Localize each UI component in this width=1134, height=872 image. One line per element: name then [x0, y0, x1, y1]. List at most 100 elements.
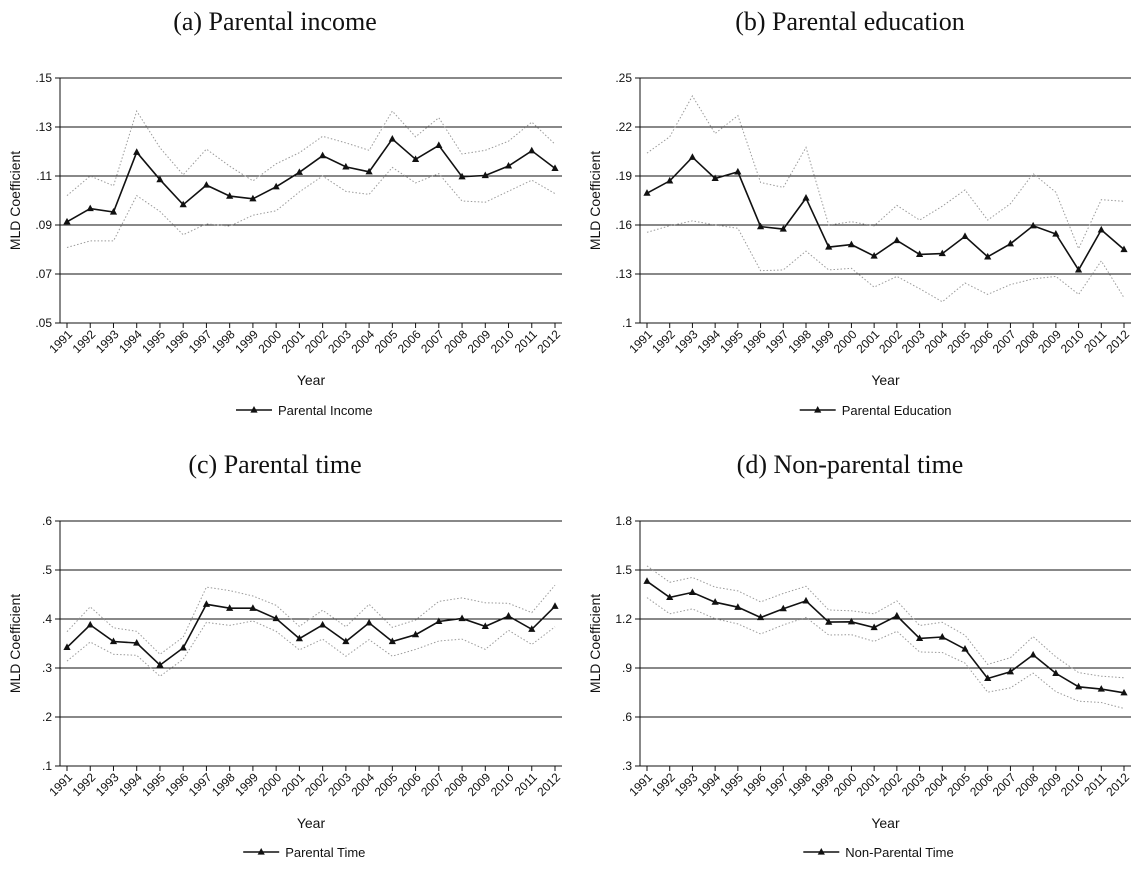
data-point-marker	[319, 151, 327, 159]
data-point-marker	[133, 639, 141, 646]
x-tick-label: 2002	[302, 770, 331, 799]
data-point-marker	[528, 146, 536, 154]
y-tick-label: .6	[42, 514, 52, 528]
x-tick-label: 1996	[163, 327, 192, 356]
confidence-band-upper	[646, 565, 1125, 679]
data-point-marker	[528, 625, 536, 632]
x-tick-label: 1995	[139, 327, 168, 356]
x-tick-label: 2007	[990, 327, 1019, 356]
x-tick-label: 2008	[441, 327, 470, 356]
data-point-marker	[1120, 688, 1128, 696]
x-tick-label: 2005	[372, 327, 401, 356]
y-tick-label: .6	[622, 710, 632, 724]
x-tick-label: 2002	[876, 327, 905, 356]
x-tick-label: 1998	[209, 770, 238, 799]
legend-label: Parental Income	[278, 403, 373, 418]
data-point-marker	[109, 637, 118, 645]
data-point-marker	[86, 204, 94, 212]
y-tick-label: .1	[622, 316, 632, 330]
legend-marker	[250, 406, 258, 413]
x-tick-label: 2009	[1035, 327, 1064, 356]
x-tick-label: 2011	[512, 770, 540, 798]
legend-label: Parental Education	[842, 403, 952, 418]
legend: Parental Time	[243, 845, 365, 860]
x-tick-label: 1996	[740, 327, 769, 356]
data-point-marker	[435, 141, 443, 148]
x-tick-label: 1995	[139, 770, 168, 799]
y-tick-label: .09	[35, 218, 52, 232]
x-axis-title: Year	[871, 815, 900, 831]
data-point-marker	[1029, 650, 1037, 658]
data-point-marker	[295, 634, 303, 642]
data-point-marker	[779, 225, 787, 232]
data-point-marker	[984, 674, 992, 682]
x-tick-label: 2000	[831, 327, 860, 356]
x-tick-label: 1999	[808, 770, 837, 799]
data-point-marker	[319, 620, 327, 628]
data-point-marker	[249, 604, 257, 611]
data-point-marker	[1074, 682, 1083, 690]
y-axis-title: MLD Coefficient	[7, 594, 23, 693]
x-tick-label: 1995	[717, 327, 746, 356]
data-point-marker	[458, 172, 466, 180]
data-point-marker	[63, 643, 71, 651]
x-tick-label: 1993	[672, 327, 701, 356]
x-tick-label: 1991	[46, 770, 75, 799]
data-point-marker	[1097, 225, 1105, 233]
legend: Parental Income	[236, 403, 373, 418]
data-point-marker	[1006, 667, 1015, 675]
data-point-marker	[870, 623, 878, 631]
x-tick-label: 2010	[488, 327, 517, 356]
x-tick-label: 2008	[1012, 327, 1041, 356]
x-tick-label: 1991	[626, 327, 655, 356]
x-tick-label: 1991	[46, 327, 75, 356]
data-point-marker	[504, 612, 513, 619]
x-tick-label: 2007	[418, 327, 447, 356]
data-point-marker	[870, 252, 878, 259]
x-tick-label: 2001	[279, 327, 308, 356]
y-tick-label: .19	[615, 169, 632, 183]
x-axis-title: Year	[297, 815, 326, 831]
data-point-marker	[1120, 245, 1128, 253]
x-tick-label: 2004	[348, 327, 377, 356]
panel-title: (d) Non-parental time	[737, 450, 964, 479]
x-tick-label: 1993	[93, 770, 122, 799]
x-tick-label: 1999	[808, 327, 837, 356]
x-tick-label: 1997	[763, 327, 792, 356]
data-point-marker	[825, 243, 833, 250]
chart-panel-4: (d) Non-parental time .3 .6 .9 1.2 1.5 1.8 1991…	[587, 450, 1132, 860]
y-tick-label: .13	[615, 267, 632, 281]
x-tick-label: 2011	[512, 327, 540, 355]
data-point-marker	[365, 167, 373, 175]
data-point-marker	[847, 240, 856, 248]
legend-marker	[257, 848, 265, 855]
data-point-marker	[915, 634, 924, 642]
y-tick-label: .5	[42, 563, 52, 577]
data-point-marker	[893, 236, 901, 244]
data-point-marker	[156, 175, 164, 183]
data-point-marker	[226, 192, 234, 199]
y-tick-label: .16	[615, 218, 632, 232]
x-tick-label: 1996	[163, 770, 192, 799]
y-tick-label: .05	[35, 316, 52, 330]
y-tick-label: .07	[35, 267, 52, 281]
y-tick-label: .3	[42, 661, 52, 675]
panel-title: (b) Parental education	[735, 7, 965, 36]
x-tick-label: 1999	[232, 770, 261, 799]
legend-label: Non-Parental Time	[845, 845, 953, 860]
data-point-marker	[802, 194, 810, 201]
data-point-marker	[1029, 221, 1037, 229]
x-axis-title: Year	[297, 372, 326, 388]
x-tick-label: 2004	[922, 327, 951, 356]
data-point-marker	[1052, 669, 1060, 676]
data-point-marker	[411, 630, 420, 638]
x-tick-label: 2001	[279, 770, 308, 799]
y-tick-label: .15	[35, 71, 52, 85]
data-point-marker	[202, 600, 211, 607]
series-line-point-estimate	[66, 137, 556, 223]
confidence-band-lower	[66, 620, 556, 677]
data-point-marker	[342, 162, 350, 170]
data-point-marker	[802, 596, 810, 604]
chart-panel-3: (c) Parental time.1.2.3.4.5.619911992199…	[7, 450, 563, 860]
